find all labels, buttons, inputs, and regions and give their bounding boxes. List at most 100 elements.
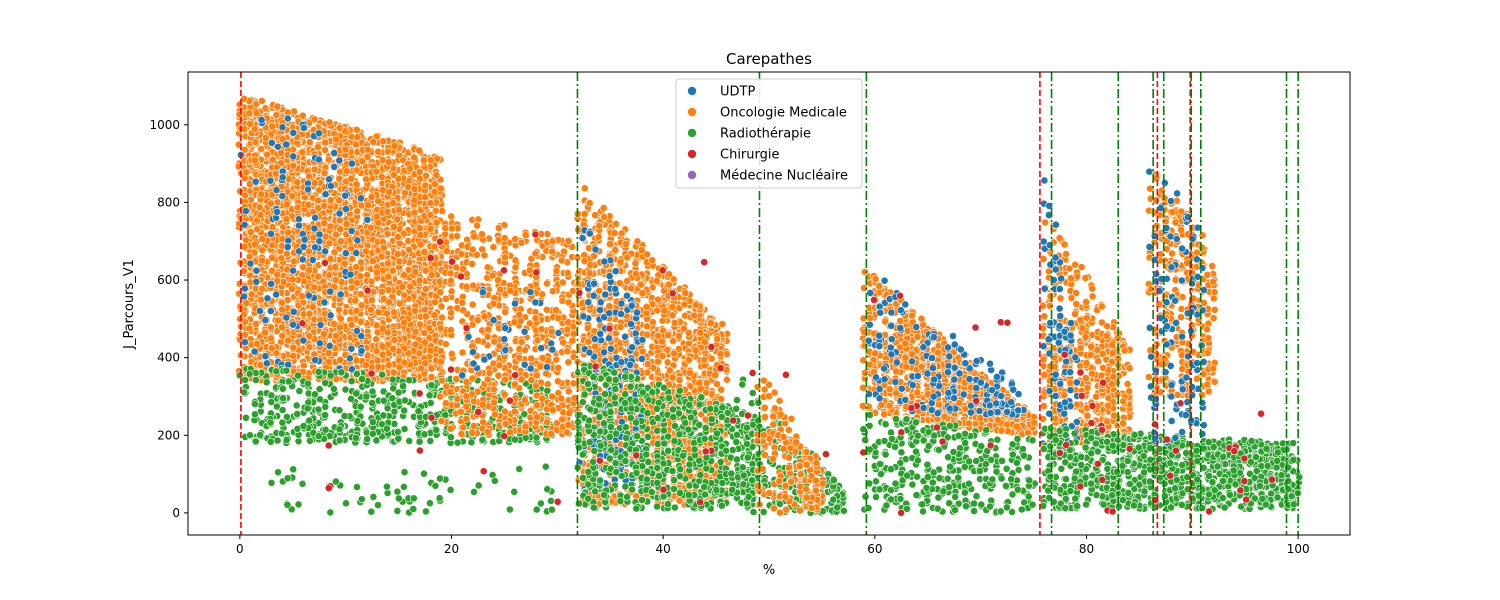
- data-point: [389, 344, 397, 353]
- data-point: [395, 239, 404, 248]
- data-point: [251, 177, 260, 186]
- data-point: [273, 207, 281, 216]
- data-point: [521, 231, 530, 240]
- data-point: [420, 430, 429, 439]
- data-point: [469, 421, 478, 430]
- data-point: [421, 312, 430, 321]
- data-point: [447, 212, 456, 221]
- data-point: [325, 239, 334, 248]
- data-point: [284, 377, 293, 386]
- data-point: [250, 347, 259, 356]
- data-point: [320, 169, 329, 178]
- data-point: [293, 410, 302, 418]
- data-point: [289, 320, 297, 329]
- data-point: [336, 314, 345, 323]
- data-point: [416, 240, 425, 249]
- data-point: [400, 271, 409, 279]
- data-point: [368, 429, 377, 438]
- data-point: [335, 216, 344, 225]
- data-point: [288, 275, 297, 284]
- data-point: [324, 349, 333, 357]
- data-point: [462, 282, 471, 291]
- data-point: [390, 170, 398, 179]
- data-point: [240, 284, 249, 293]
- data-point: [405, 437, 414, 445]
- data-point: [468, 259, 476, 268]
- data-point: [326, 222, 335, 231]
- data-point: [421, 181, 430, 190]
- data-point: [542, 305, 551, 314]
- data-point: [447, 349, 456, 358]
- data-point: [364, 201, 372, 209]
- data-point: [367, 305, 375, 314]
- data-point: [379, 243, 388, 252]
- data-point: [390, 335, 399, 344]
- data-point: [474, 481, 483, 490]
- data-point: [414, 407, 423, 416]
- data-point: [341, 145, 350, 154]
- data-point: [242, 168, 251, 177]
- data-point: [541, 462, 550, 471]
- data-point: [245, 109, 254, 118]
- data-point: [457, 429, 466, 438]
- data-point: [256, 361, 265, 369]
- data-point: [346, 270, 355, 279]
- data-point: [438, 313, 446, 322]
- data-point: [483, 375, 492, 384]
- data-point: [252, 339, 261, 348]
- data-point: [405, 245, 413, 254]
- data-point: [298, 111, 307, 120]
- data-point: [374, 501, 382, 509]
- data-point: [321, 247, 330, 256]
- data-point: [437, 302, 446, 311]
- data-point: [326, 287, 335, 296]
- data-point: [372, 167, 381, 176]
- data-point: [568, 336, 577, 345]
- data-point: [432, 426, 441, 434]
- data-point: [369, 492, 378, 501]
- data-point: [245, 369, 254, 378]
- data-point: [347, 226, 356, 235]
- data-point: [480, 251, 489, 260]
- data-point: [383, 147, 392, 156]
- data-point: [310, 390, 319, 399]
- data-point: [352, 180, 361, 189]
- data-point: [245, 252, 254, 261]
- data-point: [368, 418, 377, 426]
- data-point: [415, 167, 424, 176]
- data-point: [273, 142, 282, 151]
- data-point: [565, 409, 574, 417]
- data-point: [495, 361, 504, 370]
- data-point: [304, 379, 312, 388]
- data-point: [548, 237, 557, 246]
- data-point: [298, 292, 307, 301]
- data-point: [321, 411, 329, 420]
- data-point: [267, 398, 276, 406]
- data-point: [347, 344, 356, 353]
- data-point: [310, 165, 319, 174]
- data-point: [251, 375, 260, 384]
- data-point: [272, 111, 281, 119]
- data-point: [432, 171, 441, 180]
- data-point: [293, 178, 302, 187]
- data-point: [340, 412, 349, 420]
- data-point: [505, 505, 514, 514]
- data-point: [277, 298, 286, 307]
- data-point: [240, 220, 249, 229]
- data-point: [331, 263, 339, 271]
- data-point: [425, 499, 434, 508]
- data-point: [510, 407, 519, 416]
- data-point: [310, 179, 319, 187]
- data-point: [564, 387, 573, 396]
- data-point: [432, 218, 441, 227]
- data-point: [245, 324, 254, 333]
- data-point: [319, 330, 328, 338]
- data-point: [273, 270, 282, 279]
- data-point: [548, 392, 556, 401]
- data-point: [468, 300, 477, 309]
- data-point: [394, 388, 403, 397]
- data-point: [453, 438, 462, 447]
- data-point: [289, 266, 297, 275]
- data-point: [483, 427, 492, 436]
- data-point: [314, 155, 323, 164]
